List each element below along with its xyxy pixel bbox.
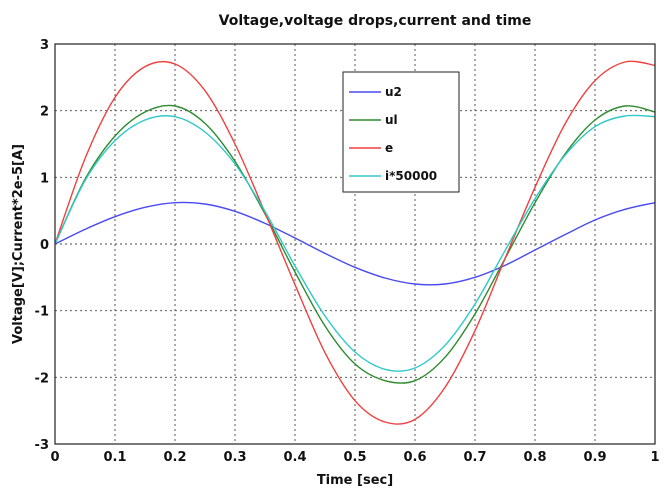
plot-frame	[54, 43, 656, 445]
x-tick-label: 1	[650, 450, 659, 465]
series-line-i-50000	[54, 114, 656, 372]
chart-title: Voltage,voltage drops,current and time	[219, 13, 532, 29]
series-line-e	[54, 60, 656, 425]
series-line-u2	[54, 201, 656, 286]
y-tick-label: 1	[40, 171, 49, 186]
plot-lines	[54, 60, 656, 425]
x-tick-label: 0.8	[523, 450, 546, 465]
legend: u2 ul e i*50000	[342, 71, 460, 193]
x-tick-label: 0.9	[583, 450, 606, 465]
x-tick-label: 0	[50, 450, 59, 465]
x-tick-label: 0.7	[463, 450, 486, 465]
y-axis-label: Voltage[V];Current*2e-5[A]	[11, 144, 26, 344]
y-tick-label: -3	[35, 438, 49, 453]
x-tick-label: 0.3	[223, 450, 246, 465]
y-tick-label: 2	[40, 105, 49, 120]
legend-entry-ul: ul	[385, 113, 398, 127]
x-tick-label: 0.2	[163, 450, 186, 465]
legend-entry-i-50000: i*50000	[385, 169, 437, 183]
y-tick-labels: 3 2 1 0 -1 -2 -3	[35, 38, 49, 453]
y-tick-label: 3	[40, 38, 49, 53]
x-tick-label: 0.6	[403, 450, 426, 465]
x-tick-label: 0.5	[343, 450, 366, 465]
legend-entry-u2: u2	[385, 85, 402, 99]
x-axis-label: Time [sec]	[317, 473, 393, 488]
x-tick-label: 0.1	[103, 450, 126, 465]
y-tick-label: -2	[35, 371, 49, 386]
legend-entry-e: e	[385, 141, 393, 155]
grid	[55, 44, 655, 444]
x-tick-label: 0.4	[283, 450, 306, 465]
y-tick-label: -1	[35, 305, 49, 320]
y-tick-label: 0	[40, 238, 49, 253]
x-tick-labels: 0 0.1 0.2 0.3 0.4 0.5 0.6 0.7 0.8 0.9 1	[50, 450, 659, 465]
